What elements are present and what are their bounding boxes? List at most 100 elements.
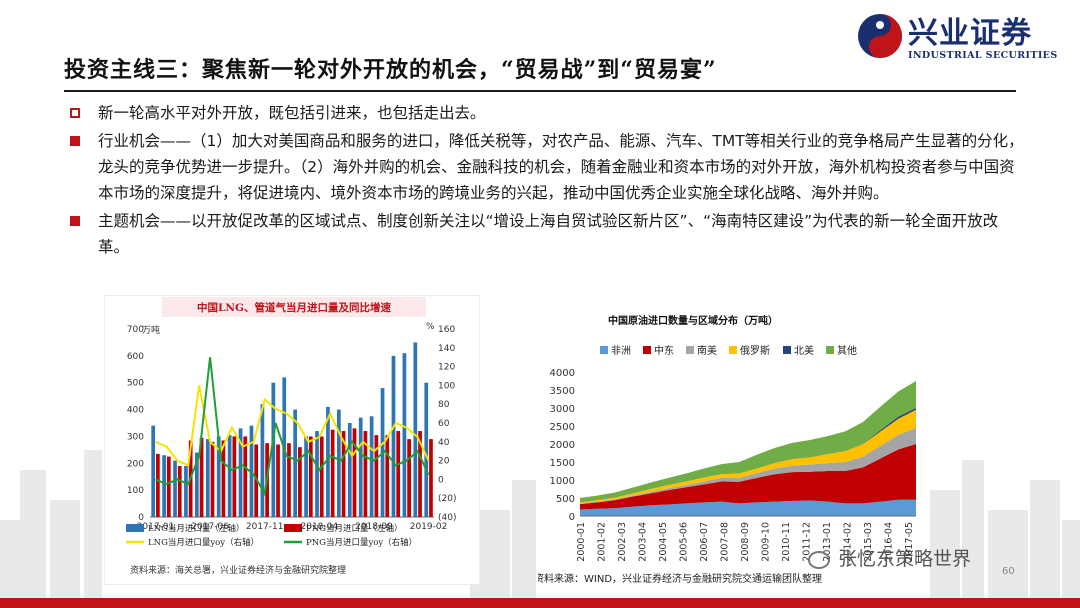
bar-png (298, 447, 302, 517)
x-tick-label: 2014-02 (843, 522, 854, 562)
x-tick-label: 2003-04 (638, 522, 649, 562)
bar-lng (205, 439, 210, 517)
y-tick-label: 3500 (550, 386, 575, 397)
bar-lng (173, 460, 177, 517)
right-tick-label: 160 (438, 325, 455, 335)
legend-label: PNG当月进口量yoy（右轴） (306, 537, 417, 548)
y-tick-label: 4000 (550, 368, 575, 379)
bar-lng (391, 355, 396, 517)
bar-png (232, 436, 237, 517)
bar-png (276, 444, 280, 517)
x-tick-label: 2017-01 (137, 522, 175, 532)
legend-label: PNG当月进口量（左轴） (306, 523, 402, 534)
chart-title: 中国LNG、管道气当月进口量及同比增速 (197, 301, 391, 314)
company-logo: 兴业证券 INDUSTRIAL SECURITIES (856, 8, 1066, 66)
area-非洲 (580, 499, 916, 516)
x-tick-label: 2004-05 (658, 522, 669, 562)
bar-png (429, 439, 433, 517)
left-tick-label: 200 (127, 459, 144, 469)
x-tick-label: 2018-09 (355, 522, 393, 532)
crude-oil-import-chart: 中国原油进口数量与区域分布（万吨） 非洲 中东 南美 俄罗斯 北美 其他 0 500 1000 15… (538, 314, 916, 585)
bullet-text: 行业机会——（1）加大对美国商品和服务的进口，降低关税等，对农产品、能源、汽车、… (98, 132, 1024, 202)
right-tick-label: (20) (438, 494, 456, 504)
bar-png (210, 441, 215, 517)
solid-square-bullet-icon (70, 136, 80, 146)
legend-label: 俄罗斯 (740, 344, 770, 357)
line-png-yoy (155, 357, 430, 497)
wechat-icon (808, 550, 830, 569)
bar-png (221, 440, 226, 517)
bar-lng (424, 382, 429, 517)
y-tick-label: 1000 (550, 476, 575, 487)
bar-lng (369, 416, 374, 517)
bar-lng (315, 431, 319, 517)
bar-lng (358, 417, 363, 517)
bullet-text: 主题机会——以开放促改革的区域试点、制度创新关注以“增设上海自贸试验区新片区”、… (98, 212, 999, 256)
bar-png (330, 429, 335, 517)
legend-label: LNG当月进口量yoy（右轴） (148, 537, 259, 548)
right-tick-label: (40) (438, 513, 456, 523)
x-tick-label: 2009-10 (761, 522, 772, 562)
bar-lng (413, 342, 418, 517)
page-title: 投资主线三：聚焦新一轮对外开放的机会，“贸易战”到“贸易宴” (64, 57, 717, 83)
title-divider (64, 90, 1016, 92)
y-tick-label: 2000 (550, 440, 575, 451)
area-其他 (580, 381, 916, 503)
bar-png (166, 456, 171, 517)
x-tick-label: 2015-03 (863, 522, 874, 562)
bar-lng (271, 382, 276, 517)
x-tick-label: 2001-02 (597, 522, 608, 562)
bar-lng (402, 353, 407, 517)
x-tick-label: 2008-09 (740, 522, 751, 562)
bar-lng (293, 409, 298, 517)
footer-red-bar (0, 598, 1080, 608)
bar-lng (238, 428, 243, 517)
legend-label: 南美 (697, 344, 717, 357)
bar-png (418, 431, 422, 517)
legend-swatch (643, 346, 651, 354)
x-tick-label: 2010-11 (781, 522, 792, 562)
x-tick-label: 2005-06 (679, 522, 690, 562)
left-tick-label: 600 (127, 352, 144, 362)
chart-frame (104, 295, 480, 585)
legend-label: 非洲 (611, 345, 631, 357)
page-number: 60 (1002, 566, 1015, 577)
area-中东 (580, 444, 916, 510)
right-tick-label: 20 (438, 457, 450, 467)
x-tick-label: 2018-04 (301, 522, 339, 532)
bar-png (363, 431, 368, 517)
bar-png (243, 436, 248, 517)
bar-png (287, 443, 291, 517)
x-tick-label: 2006-07 (699, 522, 710, 562)
x-tick-label: 2016-04 (884, 522, 895, 562)
y-tick-label: 2500 (550, 422, 575, 433)
area-南美 (580, 427, 916, 505)
source-note: 资料来源：海关总署，兴业证券经济与金融研究院整理 (130, 564, 346, 576)
bar-lng (347, 423, 352, 517)
line-lng-yoy (155, 385, 430, 467)
legend-label: 北美 (794, 344, 814, 357)
right-tick-label: 80 (438, 400, 450, 410)
bar-png (319, 436, 324, 517)
x-tick-label: 2013-01 (822, 522, 833, 562)
hollow-square-bullet-icon (70, 108, 80, 118)
right-tick-label: 140 (438, 344, 455, 354)
bar-lng (337, 409, 341, 517)
right-tick-label: 120 (438, 363, 455, 373)
left-tick-label: 100 (127, 486, 144, 496)
left-tick-label: 700 (127, 325, 144, 335)
bar-lng (304, 436, 308, 517)
right-tick-label: 0 (438, 475, 444, 485)
legend-swatch (126, 524, 144, 532)
right-tick-label: 40 (438, 438, 450, 448)
bar-png (352, 428, 357, 517)
bar-lng (151, 425, 156, 517)
right-tick-label: 100 (438, 381, 455, 391)
bar-png (341, 431, 346, 517)
left-tick-label: 500 (127, 379, 144, 389)
right-tick-label: 60 (438, 419, 450, 429)
x-tick-label: 2017-06 (191, 522, 229, 532)
logo-emblem-icon (858, 14, 902, 58)
x-tick-label: 2019-02 (410, 522, 448, 532)
